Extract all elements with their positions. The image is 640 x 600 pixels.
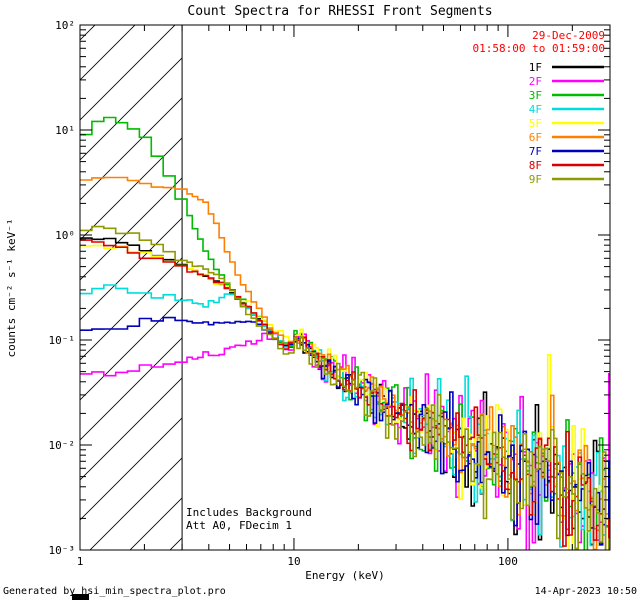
legend-label-8F: 8F xyxy=(529,159,542,172)
y-tick-label: 10⁻³ xyxy=(49,544,76,557)
x-tick-label: 10 xyxy=(287,555,300,568)
legend-label-7F: 7F xyxy=(529,145,542,158)
legend-label-5F: 5F xyxy=(529,117,542,130)
obs-time-range: 01:58:00 to 01:59:00 xyxy=(473,42,605,55)
legend-label-3F: 3F xyxy=(529,89,542,102)
y-tick-label: 10⁻¹ xyxy=(49,334,76,347)
y-tick-label: 10² xyxy=(55,19,75,32)
legend-label-9F: 9F xyxy=(529,173,542,186)
x-tick-label: 100 xyxy=(498,555,518,568)
obs-date: 29-Dec-2009 xyxy=(532,29,605,42)
y-tick-label: 10⁰ xyxy=(55,229,75,242)
x-tick-label: 1 xyxy=(77,555,84,568)
y-tick-label: 10⁻² xyxy=(49,439,76,452)
legend-label-2F: 2F xyxy=(529,75,542,88)
legend-label-1F: 1F xyxy=(529,61,542,74)
hatched-low-energy-region xyxy=(80,25,183,550)
y-tick-label: 10¹ xyxy=(55,124,75,137)
annotation-includes-background: Includes Background xyxy=(186,506,312,519)
legend-label-6F: 6F xyxy=(529,131,542,144)
plot-border xyxy=(79,24,611,551)
corner-artifact-block xyxy=(72,594,89,600)
low-energy-hatch-layer xyxy=(80,25,183,550)
legend-label-4F: 4F xyxy=(529,103,542,116)
annotation-attenuator-state: Att A0, FDecim 1 xyxy=(186,519,292,532)
y-axis-label: counts cm⁻² s⁻¹ keV⁻¹ xyxy=(5,218,18,357)
spectrum-9F xyxy=(80,225,610,550)
footer-render-datetime: 14-Apr-2023 10:50 xyxy=(535,586,637,597)
spectra-series-layer xyxy=(80,116,610,550)
x-axis-label: Energy (keV) xyxy=(305,569,384,582)
plot-title: Count Spectra for RHESSI Front Segments xyxy=(187,4,492,19)
axes-layer: 1 10 100 10² 10¹ 10⁰ 10⁻¹ 10⁻² 10⁻³ xyxy=(49,19,611,568)
footer-generator-credit: Generated by hsi_min_spectra_plot.pro xyxy=(3,586,226,597)
